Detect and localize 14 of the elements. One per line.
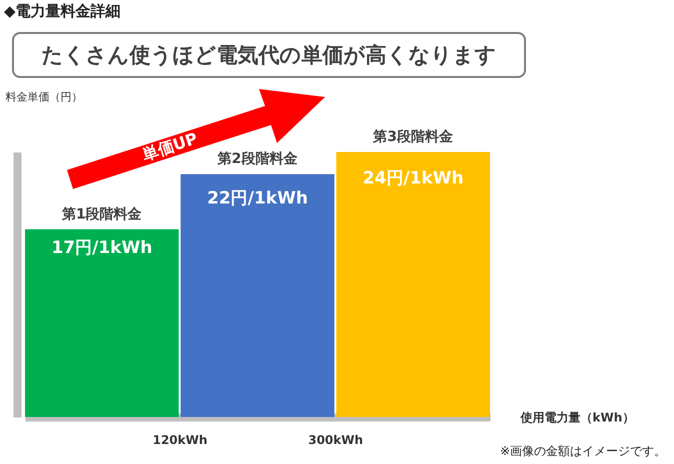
data-label: 17円/1kWh [51,238,152,258]
data-label: 22円/1kWh [207,188,308,208]
data-label: 24円/1kWh [362,168,464,188]
chart-title: ◆電力量料金詳細 [4,2,121,21]
x-tick-label: 第1段階料金 [61,206,143,222]
text: ※画像の金額はイメージです。 [500,443,666,460]
x-axis-title: 使用電力量（kWh） [520,410,634,424]
text: 300kWh [308,433,364,447]
x-tick-label: 第2段階料金 [216,151,298,168]
text: 120kWh [152,433,208,447]
annotation: 単価UP [140,128,200,164]
chart-subtitle: たくさん使うほど電気代の単価が高くなります [12,32,526,78]
y-axis-title: 料金単価（円） [6,90,82,104]
x-tick-label: 第3段階料金 [372,129,454,145]
